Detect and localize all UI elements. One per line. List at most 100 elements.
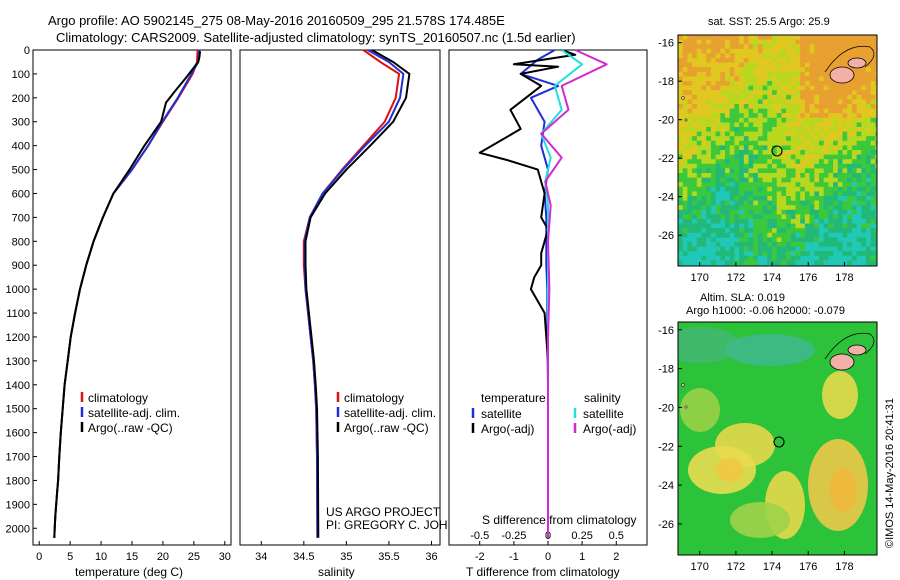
sst-cell [753, 140, 759, 146]
sst-cell [729, 182, 735, 188]
sst-cell [720, 39, 726, 45]
sst-cell [776, 127, 782, 132]
sst-cell [748, 85, 754, 91]
sst-cell [795, 232, 801, 238]
sst-cell [819, 35, 824, 40]
sst-cell [725, 62, 730, 68]
sst-cell [706, 53, 712, 59]
sst-cell [786, 177, 792, 183]
sst-cell [809, 205, 815, 211]
sst-cell [682, 53, 688, 59]
salinity-axis-ticks: 34 34.5 35 35.5 36 [255, 541, 438, 563]
sst-cell [851, 108, 857, 114]
sst-cell [781, 150, 787, 155]
sst-cell [725, 94, 730, 100]
sst-cell [734, 81, 740, 86]
sst-cell [870, 136, 876, 142]
sst-cell [757, 127, 763, 132]
sst-cell [739, 200, 745, 206]
sst-map-title: sat. SST: 25.5 Argo: 25.9 [708, 16, 830, 28]
sla-map-land [681, 332, 875, 409]
legend-label: Argo(..raw -QC) [344, 421, 429, 435]
sst-cell [875, 196, 877, 201]
sst-cell [804, 136, 810, 142]
sst-cell [748, 140, 754, 146]
sst-cell [682, 39, 688, 45]
sst-cell [715, 62, 721, 68]
sst-cell [762, 94, 768, 100]
sst-cell [819, 39, 824, 45]
map-lon-tick-label: 174 [763, 272, 781, 284]
sst-cell [682, 163, 688, 169]
sst-cell [837, 108, 843, 114]
sst-cell [753, 113, 759, 119]
sst-cell [753, 223, 759, 229]
sst-cell [710, 237, 716, 243]
sst-cell [776, 71, 782, 77]
sst-cell [710, 191, 716, 197]
sst-cell [786, 219, 792, 224]
sst-cell [842, 228, 848, 234]
sst-cell [875, 81, 877, 86]
sst-cell [743, 140, 749, 146]
sst-cell [767, 35, 773, 40]
sst-cell [837, 205, 843, 211]
sst-cell [743, 117, 749, 123]
sst-cell [795, 200, 801, 206]
sst-cell [819, 71, 824, 77]
sst-cell [739, 85, 745, 91]
sst-cell [866, 48, 871, 54]
sst-cell [837, 214, 843, 220]
sst-cell [847, 99, 853, 105]
sst-cell [856, 159, 862, 165]
sst-cell [851, 140, 857, 146]
sst-cell [814, 67, 820, 73]
sst-cell [720, 255, 726, 261]
sst-cell [875, 260, 877, 266]
sst-cell [739, 58, 745, 63]
sst-cell [767, 177, 773, 183]
sst-cell [706, 196, 712, 201]
sst-cell [837, 136, 843, 142]
sst-cell [729, 168, 735, 174]
map-lon-tick-label: 176 [799, 272, 817, 284]
sst-cell [687, 182, 693, 188]
sst-cell [701, 127, 707, 132]
sst-cell [856, 85, 862, 91]
sst-cell [753, 117, 759, 123]
sst-cell [687, 237, 693, 243]
sst-cell [720, 44, 726, 50]
sst-cell [753, 62, 759, 68]
sst-cell [710, 113, 716, 119]
sst-cell [847, 150, 853, 155]
sst-cell [767, 186, 773, 192]
sst-cell [795, 44, 801, 50]
sst-cell [701, 182, 707, 188]
sst-cell [856, 71, 862, 77]
sst-cell [767, 168, 773, 174]
sst-cell [804, 242, 810, 247]
sst-cell [828, 173, 834, 178]
sst-cell [678, 85, 683, 91]
sst-cell [748, 242, 754, 247]
sst-cell [866, 127, 871, 132]
sst-cell [725, 145, 730, 151]
sst-cell [809, 182, 815, 188]
sst-cell [762, 145, 768, 151]
sst-cell [762, 90, 768, 96]
sst-cell [753, 228, 759, 234]
sst-cell [682, 48, 688, 54]
sst-cell [739, 182, 745, 188]
sst-cell [687, 159, 693, 165]
sst-cell [743, 251, 749, 257]
sst-cell [861, 127, 867, 132]
sst-cell [748, 58, 754, 63]
sst-cell [734, 232, 740, 238]
sst-cell [833, 209, 839, 215]
map-lon-tick-label: 172 [727, 561, 745, 573]
sst-cell [696, 39, 702, 45]
sst-cell [682, 44, 688, 50]
sst-cell [757, 251, 763, 257]
sst-cell [837, 255, 843, 261]
sst-cell [875, 191, 877, 197]
